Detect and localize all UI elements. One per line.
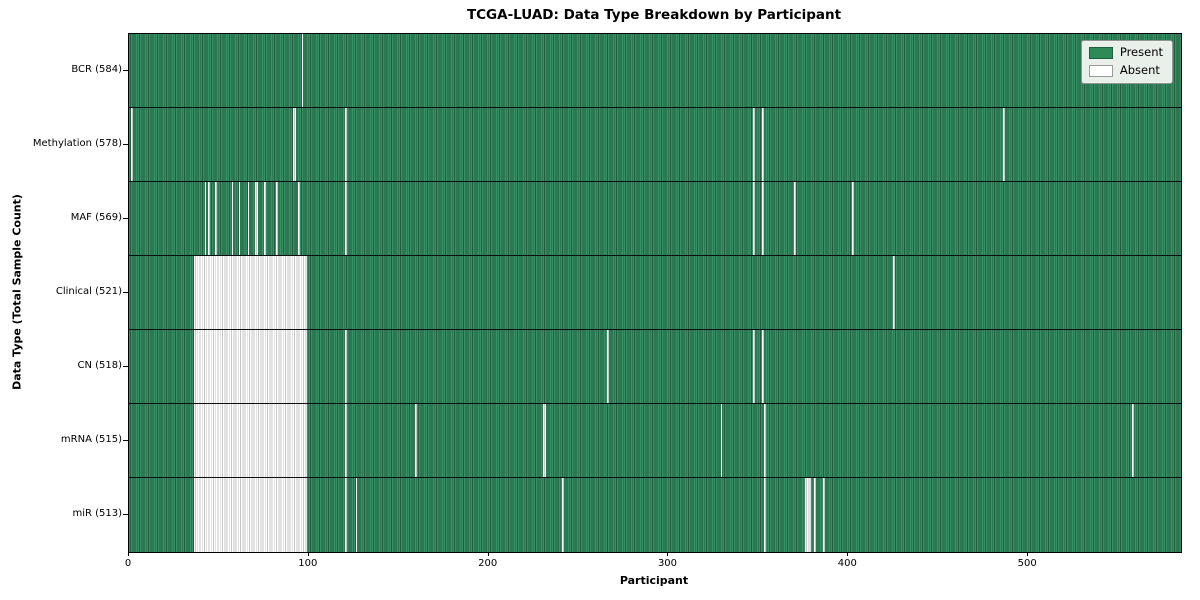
legend-entries: Present Absent	[1088, 45, 1163, 77]
x-tick-mark	[128, 552, 129, 556]
legend-swatch-icon	[1088, 46, 1113, 59]
absent-segment	[893, 256, 896, 329]
row-cn	[129, 330, 1181, 404]
absent-segment	[301, 34, 304, 107]
legend-label: Present	[1119, 45, 1163, 59]
y-tick-mark	[123, 218, 128, 219]
absent-segment	[763, 478, 766, 552]
absent-segment	[193, 330, 308, 403]
x-tick-label: 0	[124, 558, 132, 569]
absent-segment	[763, 404, 766, 477]
legend-item-absent: Absent	[1088, 63, 1163, 77]
x-tick-label: 300	[657, 558, 678, 569]
y-tick-label: BCR (584)	[71, 64, 122, 75]
x-tick-label: 100	[298, 558, 318, 569]
y-tick-label: Methylation (578)	[32, 138, 122, 149]
x-axis-label: Participant	[619, 574, 689, 587]
row-maf	[129, 182, 1181, 256]
absent-segment	[794, 182, 797, 255]
row-bcr	[129, 34, 1181, 108]
x-tick-mark	[307, 552, 309, 556]
absent-segment	[761, 330, 764, 403]
legend: Present Absent	[1080, 40, 1173, 84]
absent-segment	[344, 478, 347, 552]
absent-segment	[344, 108, 347, 181]
absent-segment	[193, 404, 308, 477]
absent-segment	[344, 404, 347, 477]
absent-segment	[753, 330, 755, 403]
legend-item-present: Present	[1088, 45, 1163, 59]
absent-segment	[851, 182, 854, 255]
x-tick-label: 400	[837, 558, 857, 569]
y-tick-mark	[123, 144, 128, 145]
y-tick-mark	[123, 292, 128, 293]
absent-segment	[1002, 108, 1005, 181]
absent-segment	[298, 182, 300, 255]
y-tick-label: Clinical (521)	[55, 286, 122, 297]
absent-segment	[814, 478, 816, 552]
absent-segment	[414, 404, 417, 477]
absent-segment	[805, 478, 811, 552]
absent-segment	[292, 108, 297, 181]
absent-segment	[562, 478, 565, 552]
absent-segment	[761, 182, 764, 255]
row-mrna	[129, 404, 1181, 478]
row-methylation	[129, 108, 1181, 182]
absent-segment	[753, 108, 755, 181]
absent-segment	[254, 182, 259, 255]
row-clinical	[129, 256, 1181, 330]
y-tick-label: MAF (569)	[70, 212, 122, 223]
legend-swatch-icon	[1088, 64, 1113, 77]
y-tick-mark	[123, 366, 128, 367]
absent-segment	[263, 182, 266, 255]
x-tick-mark	[847, 552, 849, 556]
y-tick-label: CN (518)	[77, 360, 122, 371]
legend-label: Absent	[1119, 63, 1160, 77]
x-tick-label: 200	[478, 558, 498, 569]
absent-segment	[1132, 404, 1135, 477]
absent-segment	[542, 404, 547, 477]
plot-area: Present Absent	[128, 33, 1182, 553]
row-mir	[129, 478, 1181, 552]
absent-segment	[720, 404, 723, 477]
absent-segment	[130, 108, 133, 181]
absent-segment	[761, 108, 764, 181]
y-tick-mark	[123, 514, 128, 515]
absent-segment	[238, 182, 241, 255]
absent-segment	[344, 182, 347, 255]
x-tick-mark	[487, 552, 489, 556]
absent-segment	[344, 330, 347, 403]
x-tick-mark	[667, 552, 669, 556]
absent-segment	[204, 182, 207, 255]
y-tick-label: miR (513)	[72, 508, 122, 519]
absent-segment	[276, 182, 279, 255]
x-tick-mark	[1027, 552, 1029, 556]
absent-segment	[193, 478, 308, 552]
absent-segment	[215, 182, 218, 255]
y-tick-label: mRNA (515)	[60, 434, 122, 445]
absent-segment	[823, 478, 825, 552]
chart-title: TCGA-LUAD: Data Type Breakdown by Partic…	[466, 7, 842, 23]
y-tick-mark	[123, 440, 128, 441]
absent-segment	[193, 256, 308, 329]
x-tick-label: 500	[1017, 558, 1037, 569]
absent-segment	[607, 330, 610, 403]
y-tick-mark	[123, 70, 128, 71]
absent-segment	[753, 182, 755, 255]
absent-segment	[247, 182, 250, 255]
absent-segment	[355, 478, 358, 552]
absent-segment	[208, 182, 210, 255]
absent-segment	[231, 182, 234, 255]
